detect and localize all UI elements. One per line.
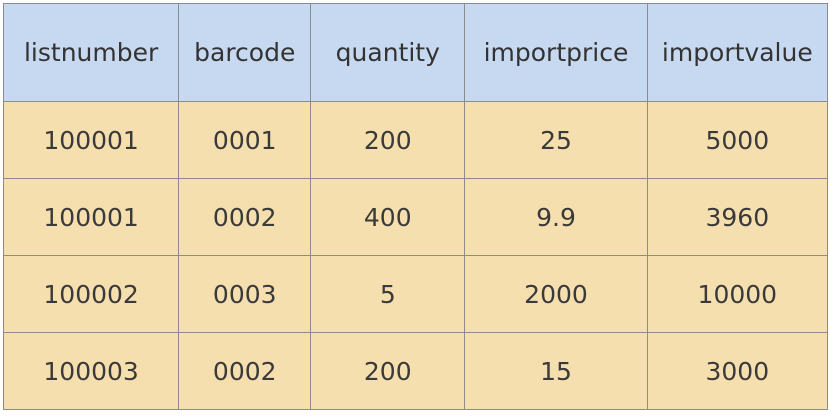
table-cell: 15 <box>464 332 648 410</box>
table-cell: 0002 <box>178 178 312 256</box>
table-cell: 9.9 <box>464 178 648 256</box>
table-cell: 100002 <box>2 255 180 333</box>
table-cell: 2000 <box>464 255 648 333</box>
table-cell: 0002 <box>178 332 312 410</box>
table-cell: 0001 <box>178 101 312 179</box>
table-header: listnumber barcode quantity importprice … <box>2 3 829 102</box>
table-cell: 3000 <box>646 332 829 410</box>
table-row: 100001 0002 400 9.9 3960 <box>2 178 829 256</box>
column-header-importvalue: importvalue <box>646 3 829 102</box>
column-header-listnumber: listnumber <box>2 3 180 102</box>
table-cell: 100003 <box>2 332 180 410</box>
table-cell: 5 <box>310 255 466 333</box>
table-cell: 3960 <box>646 178 829 256</box>
data-table: listnumber barcode quantity importprice … <box>2 3 829 410</box>
table-cell: 25 <box>464 101 648 179</box>
table-cell: 0003 <box>178 255 312 333</box>
header-row: listnumber barcode quantity importprice … <box>2 3 829 102</box>
table-row: 100003 0002 200 15 3000 <box>2 332 829 410</box>
column-header-barcode: barcode <box>178 3 312 102</box>
column-header-importprice: importprice <box>464 3 648 102</box>
table-cell: 100001 <box>2 101 180 179</box>
table-cell: 200 <box>310 101 466 179</box>
table-row: 100002 0003 5 2000 10000 <box>2 255 829 333</box>
table-cell: 5000 <box>646 101 829 179</box>
table-cell: 10000 <box>646 255 829 333</box>
table-body: 100001 0001 200 25 5000 100001 0002 400 … <box>2 101 829 410</box>
column-header-quantity: quantity <box>310 3 466 102</box>
table-cell: 400 <box>310 178 466 256</box>
table-cell: 100001 <box>2 178 180 256</box>
table-cell: 200 <box>310 332 466 410</box>
table-row: 100001 0001 200 25 5000 <box>2 101 829 179</box>
